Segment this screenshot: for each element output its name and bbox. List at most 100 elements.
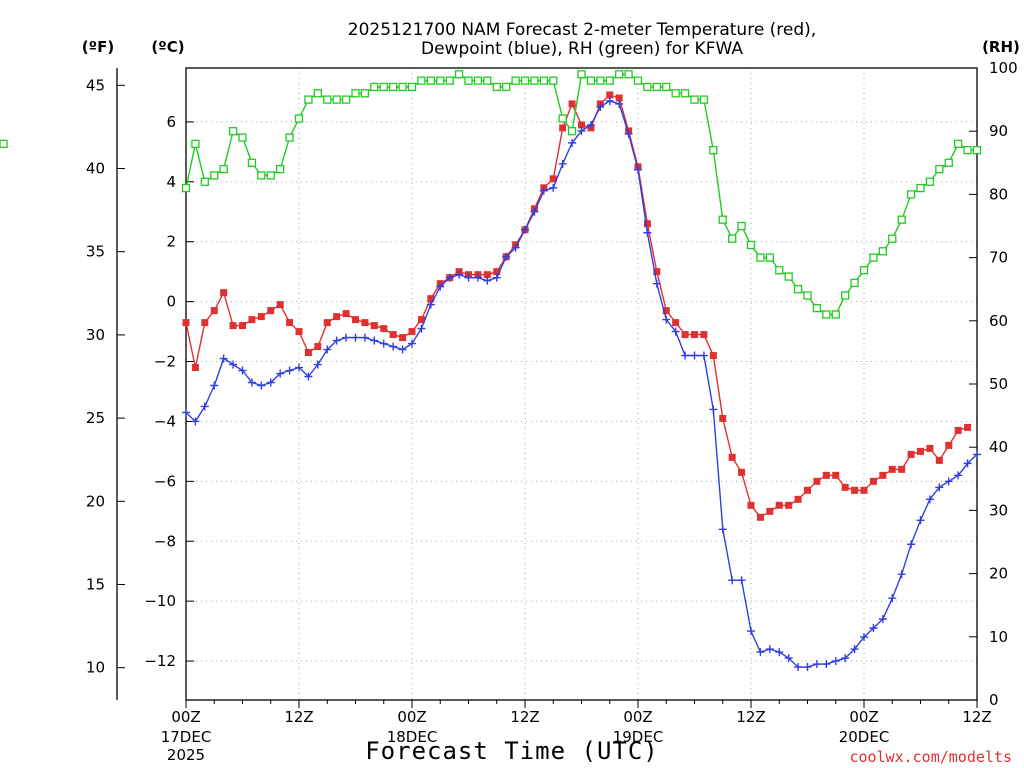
dewpoint-point [973, 450, 981, 459]
relative-humidity-point [228, 127, 238, 136]
relative-humidity-point [812, 304, 822, 313]
relative-humidity-point [360, 89, 370, 98]
dewpoint-point [897, 570, 906, 579]
dewpoint-point [285, 366, 294, 375]
x-tick-label: 12Z [510, 708, 539, 726]
celsius-tick-label: 0 [166, 293, 176, 311]
x-tick-label: 12Z [284, 708, 313, 726]
dewpoint-point [615, 99, 624, 108]
temperature-point [719, 414, 727, 422]
x-year-label: 2025 [167, 746, 205, 764]
temperature-point [427, 295, 435, 303]
plot-frame [185, 67, 978, 701]
relative-humidity-point [972, 146, 982, 155]
temperature-point [700, 331, 708, 339]
temperature-point [314, 343, 322, 351]
relative-humidity-point [954, 139, 963, 148]
dewpoint-point [379, 339, 388, 348]
relative-humidity-point [502, 82, 511, 92]
temperature-point [483, 271, 491, 279]
relative-humidity-point [492, 82, 501, 92]
relative-humidity-point [181, 183, 191, 193]
relative-humidity-point [775, 266, 784, 275]
relative-humidity-line [185, 73, 977, 316]
relative-humidity-point [266, 171, 275, 180]
temperature-point [493, 268, 501, 276]
temperature-point [643, 220, 651, 228]
celsius-tick-label: −10 [144, 592, 176, 610]
dewpoint-point [370, 336, 379, 345]
relative-humidity-point [370, 82, 379, 92]
x-tick-label: 00Z [849, 708, 878, 726]
temperature-point [229, 322, 237, 330]
dewpoint-point [549, 183, 558, 192]
dewpoint-point [803, 663, 812, 672]
relative-humidity-point [671, 89, 680, 98]
relative-humidity-point [191, 139, 200, 148]
temperature-point [653, 268, 661, 276]
dewpoint-point [860, 633, 868, 642]
relative-humidity-point [737, 221, 746, 231]
temperature-point [841, 483, 849, 491]
celsius-tick-label: 6 [166, 113, 176, 131]
temperature-point [756, 513, 764, 521]
dewpoint-point [728, 576, 737, 585]
dewpoint-point [304, 372, 313, 381]
temperature-point [615, 94, 623, 102]
dewpoint-point [219, 354, 228, 363]
rh-tick-label: 50 [989, 375, 1008, 393]
temperature-point [907, 450, 915, 458]
relative-humidity-point [690, 95, 699, 104]
temperature-point [926, 444, 934, 452]
dewpoint-point [596, 102, 605, 111]
temperature-point [276, 301, 284, 309]
relative-humidity-point [822, 310, 831, 319]
dewpoint-point [295, 363, 303, 372]
relative-humidity-point [549, 76, 558, 85]
temperature-point [389, 331, 397, 339]
credit-link[interactable]: coolwx.com/modelts [849, 748, 1012, 766]
temperature-point [869, 477, 877, 485]
relative-humidity-point [323, 95, 332, 104]
relative-humidity-point [925, 177, 935, 186]
temperature-line [185, 94, 968, 519]
dewpoint-point [266, 378, 275, 387]
relative-humidity-point [869, 253, 878, 262]
fahrenheit-tick-label: 35 [86, 243, 105, 261]
temperature-point [417, 316, 425, 324]
relative-humidity-point [558, 114, 567, 123]
rh-tick-label: 100 [989, 59, 1018, 77]
dewpoint-point [351, 333, 360, 342]
relative-humidity-point [850, 278, 859, 288]
dewpoint-point [831, 657, 840, 666]
dewpoint-point [747, 627, 755, 636]
temperature-point [380, 325, 388, 333]
dewpoint-point [954, 471, 963, 480]
temperature-point [964, 423, 972, 431]
temperature-point [220, 289, 228, 297]
temperature-series [182, 91, 972, 521]
temperature-point [728, 453, 736, 461]
celsius-unit-label: (ºC) [151, 38, 184, 56]
dewpoint-point [408, 339, 416, 348]
rh-tick-label: 70 [989, 249, 1008, 267]
temperature-point [691, 331, 698, 339]
temperature-point [286, 319, 294, 327]
dewpoint-point [935, 483, 944, 492]
relative-humidity-point [859, 266, 869, 275]
relative-humidity-point [680, 89, 690, 98]
temperature-point [860, 486, 868, 494]
temperature-point [945, 441, 953, 449]
relative-humidity-point [530, 76, 539, 85]
temperature-point [370, 322, 378, 330]
temperature-point [352, 316, 359, 324]
relative-humidity-point [586, 76, 596, 85]
grid-lines [186, 68, 977, 700]
dewpoint-point [794, 663, 803, 672]
temperature-point [342, 310, 350, 318]
dewpoint-point [878, 615, 887, 624]
dewpoint-point [539, 186, 548, 195]
x-date-label: 19DEC [613, 728, 664, 746]
dewpoint-point [605, 96, 614, 105]
